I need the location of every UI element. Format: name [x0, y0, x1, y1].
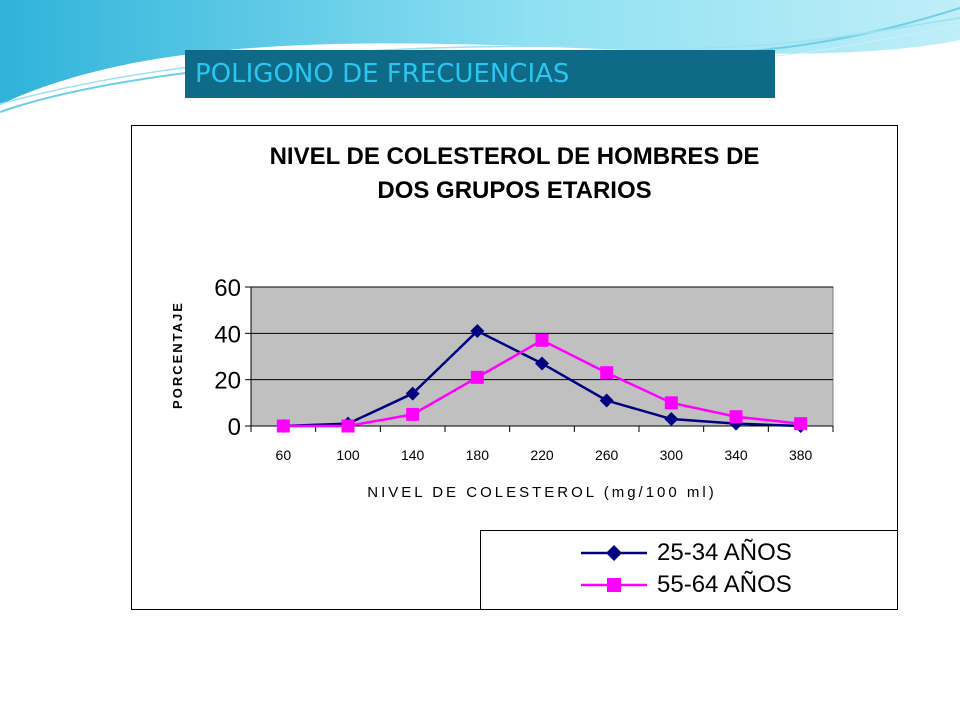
series-2-point: [341, 419, 355, 433]
series-1-point: [470, 324, 485, 339]
series-1-point: [599, 393, 614, 408]
x-tick-label: 380: [789, 447, 813, 463]
series-2-point: [406, 407, 420, 421]
series-layer: [276, 324, 808, 433]
series-2-point: [470, 370, 484, 384]
series-2-point: [535, 333, 549, 347]
x-tick-label: 140: [401, 447, 425, 463]
legend-item-series-1: 25-34 AÑOS: [581, 538, 792, 568]
chart-title-line-1: NIVEL DE COLESTEROL DE HOMBRES DE: [269, 143, 760, 170]
x-tick-label: 340: [724, 447, 748, 463]
slide-heading-bar: POLIGONO DE FRECUENCIAS: [185, 50, 775, 98]
series-1-point: [535, 356, 549, 371]
series-2-point: [794, 417, 808, 431]
series-2-point: [276, 419, 290, 433]
chart-legend: 25-34 AÑOS 55-64 AÑOS: [480, 530, 898, 610]
y-tick-label: 20: [214, 368, 241, 395]
x-axis: 60 100 140 180 220 260 300 340 380: [250, 425, 834, 463]
legend-label-series-2: 55-64 AÑOS: [657, 571, 792, 598]
legend-item-series-2: 55-64 AÑOS: [581, 570, 792, 600]
series-1-point: [405, 386, 420, 401]
x-tick-label: 60: [276, 447, 292, 463]
gridlines: [251, 286, 833, 381]
x-tick-label: 180: [466, 447, 490, 463]
x-tick-label: 300: [660, 447, 684, 463]
series-2-point: [729, 410, 743, 424]
y-tick-label: 0: [228, 414, 241, 441]
x-tick-label: 220: [530, 447, 554, 463]
y-axis: 0 20 40 60: [214, 275, 252, 441]
legend-swatch-series-1: [581, 545, 647, 561]
legend-swatch-series-2: [581, 578, 647, 592]
chart-title-line-2: DOS GRUPOS ETARIOS: [377, 177, 652, 204]
x-tick-label: 100: [336, 447, 360, 463]
series-1-point: [664, 412, 679, 427]
y-axis-label: PORCENTAJE: [170, 301, 185, 409]
chart-title: NIVEL DE COLESTEROL DE HOMBRES DE DOS GR…: [131, 140, 898, 208]
x-tick-label: 260: [595, 447, 619, 463]
slide-heading: POLIGONO DE FRECUENCIAS: [195, 59, 570, 89]
legend-label-series-1: 25-34 AÑOS: [657, 539, 792, 566]
x-axis-label: NIVEL DE COLESTEROL (mg/100 ml): [367, 484, 716, 501]
series-2-point: [600, 366, 614, 380]
series-2-point: [664, 396, 678, 410]
y-tick-label: 40: [214, 321, 241, 348]
y-tick-label: 60: [214, 275, 241, 302]
